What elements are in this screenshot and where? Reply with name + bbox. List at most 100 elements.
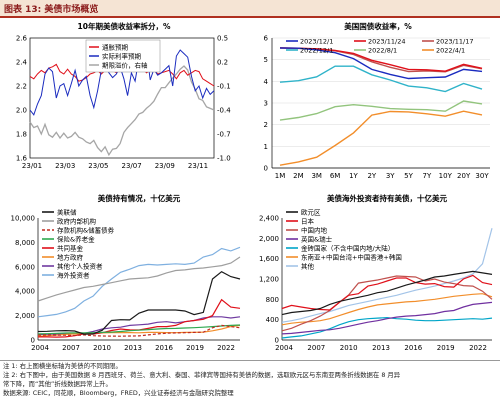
x-tick-label: 5Y: [404, 172, 413, 180]
legend-label: 政府内部机构: [57, 217, 97, 226]
legend-label: 2023/12/1: [300, 38, 333, 46]
bottom-axis-x-tick-label: 2007: [62, 344, 80, 352]
left-axis-y-tick-label: 2.6: [16, 35, 28, 43]
left-axis-y-tick-label: 4: [264, 78, 269, 86]
series-line: [37, 324, 241, 337]
series-line: [37, 324, 241, 335]
bottom-axis-x-tick-label: 2013: [372, 344, 390, 352]
legend-label: 地方政府: [57, 253, 84, 262]
series-line: [37, 316, 241, 336]
left-axis-y-tick-label: 6,000: [15, 263, 35, 271]
legend-label: 实际利率预期: [102, 52, 142, 61]
chart-10y-decomposition-svg: 10年期美债收益率拆分，% 2.6 2.4 2.2 2.0 1.8 1.6 0.5 0.2 -0.…: [16, 21, 231, 170]
x-tick-label: 20Y: [457, 172, 471, 180]
left-axis-y-tick-label: 0: [31, 337, 35, 345]
x-tick-label: 6M: [330, 172, 341, 180]
x-tick-label: 3Y: [386, 172, 395, 180]
legend-label: 2022/12/1: [300, 47, 333, 55]
figure-title: 图表 13: 美债市场概览: [4, 5, 99, 15]
chart-title: 10年期美债收益率拆分，%: [78, 21, 171, 31]
legend-label: 通胀预期: [102, 43, 129, 52]
left-axis-y-tick-label: 3: [264, 100, 268, 108]
left-axis-y-tick-label: 800: [266, 296, 279, 304]
series-line: [279, 110, 483, 166]
series-line: [281, 293, 493, 326]
legend-label: 日本: [301, 217, 315, 226]
bottom-axis-x-tick-label: 2010: [340, 344, 358, 352]
legend-label: 海外投资者: [57, 271, 90, 280]
chart-treasury-yield-curve: 美国国债收益率，% 6 5 4 3 2 1 0 1M 2M 3M 6M 1Y 2Y 3Y 5Y 7Y 10Y 20Y…: [250, 18, 500, 188]
bottom-axis-x-tick-label: 2019: [186, 344, 204, 352]
legend-label: 金砖国家（不含中国内地/大陆）: [301, 244, 394, 253]
bottom-axis-x-tick-label: 23/05: [88, 162, 108, 170]
chart-10y-decomposition: 10年期美债收益率拆分，% 2.6 2.4 2.2 2.0 1.8 1.6 0.5 0.2 -0.…: [0, 18, 248, 188]
legend-label: 中国内地: [301, 226, 328, 235]
notes-divider: [0, 360, 500, 361]
bottom-axis-x-tick-label: 2022: [217, 344, 235, 352]
legend-label: 欧元区: [301, 208, 321, 217]
bottom-axis-x-tick-label: 2016: [155, 344, 173, 352]
right-axis-y-tick-label: -0.1: [217, 83, 231, 91]
chart-treasury-holders-svg: 美债持有情况，十亿美元10,0008,0006,0004,0002,000020…: [11, 193, 241, 352]
series-line: [279, 100, 483, 121]
series-line: [37, 324, 241, 337]
bottom-axis-x-tick-label: 2022: [469, 344, 487, 352]
right-axis-y-tick-label: -0.4: [217, 107, 231, 115]
legend-label: 存款机构&储蓄债券: [57, 226, 115, 235]
x-tick-label: 2M: [293, 172, 304, 180]
left-axis-y-tick-label: 0: [275, 337, 279, 345]
note-line: 注 2: 右下图中，由于美国数据 8 月西班牙、荷兰、意大利、泰国、菲律宾等国持…: [3, 371, 401, 379]
right-axis-y-tick-label: 0.2: [217, 59, 228, 67]
series-line: [37, 270, 241, 335]
bottom-axis-x-tick-label: 2013: [124, 344, 142, 352]
series-line: [29, 48, 215, 116]
left-axis-y-tick-label: 0: [264, 165, 268, 173]
chart-title: 美国国债收益率，%: [344, 21, 412, 31]
chart-title: 美债持有情况，十亿美元: [98, 193, 181, 203]
bottom-axis-x-tick-label: 2007: [307, 344, 325, 352]
x-tick-label: 7Y: [423, 172, 432, 180]
bottom-axis-x-tick-label: 23/09: [155, 162, 175, 170]
series-line: [37, 246, 241, 318]
x-tick-label: 1Y: [349, 172, 358, 180]
left-axis-y-tick-label: 1: [264, 143, 268, 151]
series-line: [279, 47, 483, 72]
header-divider: [0, 16, 500, 18]
series-line: [37, 256, 241, 302]
left-axis-y-tick-label: 10,000: [11, 215, 36, 223]
note-line: 数据来源: CEIC，同花顺，Bloomberg，FRED，兴业证券经济与金融研…: [3, 389, 234, 397]
legend-label: 其他: [301, 262, 315, 271]
figure-header: 图表 13: 美债市场概览: [0, 0, 500, 16]
left-axis-y-tick-label: 2.0: [16, 107, 27, 115]
chart-treasury-holders: 美债持有情况，十亿美元 10,000 8,000 6,000 4,000 2,000 0 20…: [0, 190, 248, 360]
x-tick-label: 10Y: [439, 172, 453, 180]
bottom-axis-x-tick-label: 2010: [93, 344, 111, 352]
legend-label: 2023/11/17: [436, 38, 473, 46]
left-axis-y-tick-label: 1.6: [16, 155, 28, 163]
x-tick-label: 2Y: [367, 172, 376, 180]
legend-label: 共同基金: [57, 244, 84, 253]
note-line: 常下降，而“其他”折线数据异常上升。: [3, 380, 112, 388]
bottom-axis-x-tick-label: 2004: [31, 344, 49, 352]
legend-label: 英国&瑞士: [301, 235, 333, 244]
series-line: [29, 65, 215, 157]
legend-label: 其他个人投资者: [57, 262, 103, 271]
series-line: [281, 270, 493, 316]
bottom-axis-x-tick-label: 23/03: [55, 162, 75, 170]
legend-label: 东南亚+中国台湾+中国香港+韩国: [301, 253, 402, 262]
legend-label: 2022/8/1: [368, 47, 397, 55]
chart-title: 美债海外投资者持有美债，十亿美元: [327, 193, 447, 203]
legend-label: 期限溢价，右轴: [102, 61, 148, 70]
bottom-axis-x-tick-label: 23/11: [188, 162, 208, 170]
left-axis-y-tick-label: 1,600: [259, 255, 279, 263]
right-axis-y-tick-label: 0.5: [217, 35, 228, 43]
series-line: [279, 65, 483, 93]
bottom-axis-x-tick-label: 23/07: [122, 162, 142, 170]
left-axis-y-tick-label: 2.4: [16, 59, 28, 67]
x-tick-label: 3M: [311, 172, 322, 180]
chart-treasury-yield-curve-svg: 美国国债收益率，% 6 5 4 3 2 1 0 1M 2M 3M 6M 1Y 2Y 3Y 5Y 7Y 10Y 20Y…: [264, 21, 490, 180]
left-axis-y-tick-label: 1.8: [16, 131, 27, 139]
left-axis-y-tick-label: 2,400: [259, 215, 279, 223]
left-axis-y-tick-label: 1,200: [259, 276, 279, 284]
series-line: [281, 316, 493, 339]
